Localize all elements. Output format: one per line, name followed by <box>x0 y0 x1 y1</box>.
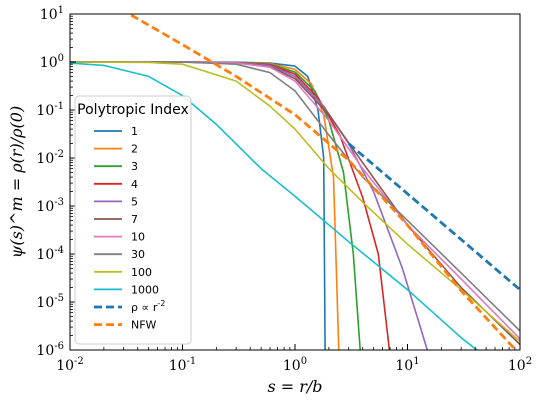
series-line-11 <box>130 14 518 350</box>
series-line-9 <box>70 62 479 350</box>
x-tick-label: 100 <box>283 356 307 374</box>
y-tick-label: 10-5 <box>36 293 64 311</box>
legend-label: 1 <box>131 125 138 138</box>
y-tick-label: 10-4 <box>36 245 64 263</box>
y-tick-label: 10-1 <box>36 101 64 119</box>
legend-label: 7 <box>131 213 138 226</box>
legend-box <box>74 95 192 345</box>
legend-label: 100 <box>131 266 152 279</box>
x-tick-label: 10-2 <box>56 356 84 374</box>
legend-label: 10 <box>131 231 145 244</box>
legend-title: Polytropic Index <box>77 102 189 118</box>
y-axis-label: ψ(s)^m = ρ(r)/ρ(0) <box>7 106 26 258</box>
legend-label: 30 <box>131 248 145 261</box>
x-axis-label: s = r/b <box>267 377 322 396</box>
y-tick-label: 10-3 <box>36 197 64 215</box>
legend-label: 4 <box>131 178 138 191</box>
series-line-10 <box>347 142 520 291</box>
legend-label: 1000 <box>131 283 159 296</box>
y-tick-label: 101 <box>40 5 64 23</box>
legend-entries: 1 2 3 4 5 7 10 30 100 1000 ρ ∝ r-2 NFW <box>94 125 165 332</box>
legend-label: NFW <box>131 319 157 332</box>
legend-label: 2 <box>131 143 138 156</box>
legend-label: 5 <box>131 195 138 208</box>
legend-label: ρ ∝ r-2 <box>131 299 165 314</box>
axis-ticks: 10-2 10-1 100 101 10210-610-510-410-310-210-… <box>36 5 532 374</box>
series-line-8 <box>70 61 520 343</box>
x-tick-label: 102 <box>508 356 532 374</box>
legend-label: 3 <box>131 160 138 173</box>
x-tick-label: 101 <box>395 356 419 374</box>
y-tick-label: 10-2 <box>36 149 64 167</box>
plot-lines <box>70 14 520 350</box>
series-line-7 <box>70 61 520 332</box>
legend: Polytropic Index 1 2 3 4 5 7 10 30 100 1000 ρ ∝ r-… <box>74 95 192 345</box>
y-tick-label: 100 <box>40 53 64 71</box>
y-tick-label: 10-6 <box>36 341 64 359</box>
x-tick-label: 10-1 <box>169 356 197 374</box>
